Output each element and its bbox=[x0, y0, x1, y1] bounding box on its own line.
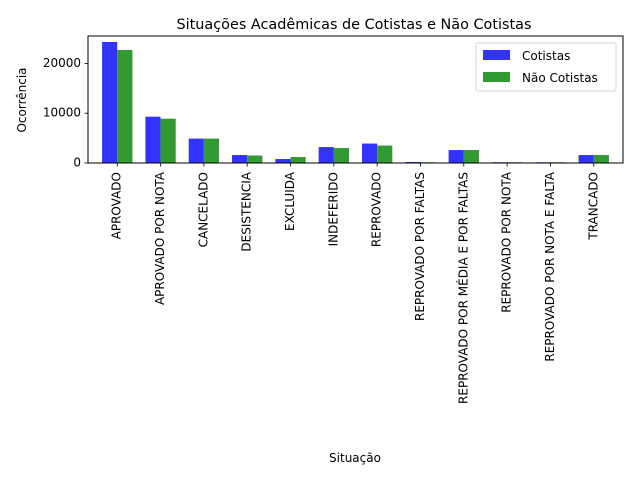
x-tick-label-0: APROVADO bbox=[110, 172, 124, 239]
legend-swatch-nao-cotistas bbox=[483, 72, 510, 82]
x-tick-label-7: REPROVADO POR FALTAS bbox=[413, 172, 427, 321]
bar-nao-cotistas-11 bbox=[593, 155, 609, 163]
y-tick-label-0: 0 bbox=[73, 156, 81, 170]
y-axis-label: Ocorrência bbox=[15, 67, 29, 132]
bar-nao-cotistas-0 bbox=[117, 49, 133, 163]
x-ticks-group: APROVADO APROVADO POR NOTA CANCELADO DESIST… bbox=[110, 163, 600, 404]
chart-title: Situações Acadêmicas de Cotistas e Não C… bbox=[177, 17, 532, 33]
bar-cotistas-1 bbox=[145, 116, 161, 163]
x-tick-label-4: EXCLUIDA bbox=[283, 171, 297, 231]
y-tick-label-1: 10000 bbox=[43, 106, 81, 120]
bar-cotistas-3 bbox=[232, 155, 248, 163]
bar-cotistas-4 bbox=[275, 159, 291, 163]
x-tick-label-1: APROVADO POR NOTA bbox=[153, 171, 167, 305]
bar-nao-cotistas-5 bbox=[333, 148, 350, 163]
legend-label-nao-cotistas: Não Cotistas bbox=[522, 71, 598, 85]
legend-frame bbox=[475, 42, 617, 92]
bar-nao-cotistas-4 bbox=[290, 157, 306, 163]
x-axis-label: Situação bbox=[329, 451, 381, 465]
x-tick-label-2: CANCELADO bbox=[196, 172, 210, 247]
bar-nao-cotistas-2 bbox=[203, 138, 220, 163]
bar-cotistas-5 bbox=[318, 147, 334, 163]
bar-cotistas-8 bbox=[448, 150, 464, 163]
bar-cotistas-6 bbox=[361, 143, 378, 163]
x-tick-label-9: REPROVADO POR NOTA bbox=[500, 171, 514, 313]
x-tick-label-6: REPROVADO bbox=[370, 172, 384, 247]
bar-cotistas-0 bbox=[102, 41, 118, 163]
legend-label-cotistas: Cotistas bbox=[522, 49, 570, 63]
x-tick-label-5: INDEFERIDO bbox=[326, 172, 340, 246]
x-tick-label-10: REPROVADO POR NOTA E FALTA bbox=[543, 171, 557, 361]
x-tick-label-3: DESISTENCIA bbox=[240, 171, 254, 251]
bar-nao-cotistas-8 bbox=[463, 150, 479, 163]
x-tick-label-8: REPROVADO POR MÉDIA E POR FALTAS bbox=[455, 172, 470, 404]
y-ticks-group: 0 10000 20000 bbox=[43, 56, 88, 170]
y-tick-label-2: 20000 bbox=[43, 56, 81, 70]
bar-nao-cotistas-1 bbox=[160, 118, 176, 163]
plot-frame bbox=[87, 35, 624, 164]
bar-cotistas-11 bbox=[578, 155, 594, 163]
legend-swatch-cotistas bbox=[483, 50, 510, 60]
x-tick-label-11: TRANCADO bbox=[586, 172, 600, 241]
bar-nao-cotistas-6 bbox=[377, 145, 393, 163]
bar-cotistas-2 bbox=[188, 138, 204, 163]
bars-group bbox=[102, 41, 609, 163]
bar-nao-cotistas-3 bbox=[247, 155, 263, 163]
legend: Cotistas Não Cotistas bbox=[475, 42, 617, 92]
